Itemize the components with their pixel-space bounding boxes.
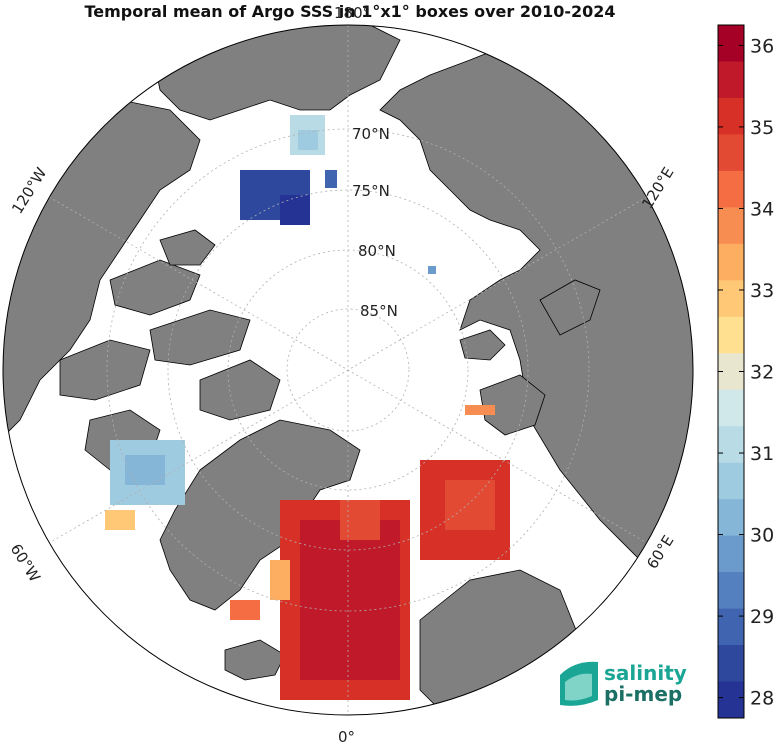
colorbar-segment xyxy=(718,608,744,646)
colorbar-segment xyxy=(718,243,744,281)
land-island-3 xyxy=(149,309,251,366)
colorbar-segment xyxy=(718,389,744,427)
lat-label-85: 85°N xyxy=(360,302,398,320)
colorbar-segment xyxy=(718,207,744,245)
colorbar-tick-label: 33 xyxy=(750,280,774,302)
sss-region-barents-2 xyxy=(445,480,495,530)
land-novaya-zemlya xyxy=(539,279,601,336)
sss-region-kara-edge xyxy=(465,405,495,415)
colorbar-segment xyxy=(718,280,744,318)
lat-label-80: 80°N xyxy=(358,242,396,260)
colorbar-segment xyxy=(718,499,744,537)
logo-line2: pi-mep xyxy=(604,682,682,706)
lat-label-70: 70°N xyxy=(352,125,390,143)
colorbar-tick-label: 31 xyxy=(750,443,774,465)
logo-mark-highlight-icon xyxy=(565,673,592,701)
land-island-4 xyxy=(199,359,281,421)
colorbar-segment xyxy=(718,61,744,99)
lon-label-right-upper: 120°E xyxy=(638,164,677,212)
colorbar-tick-label: 30 xyxy=(750,525,774,547)
map-frame xyxy=(2,24,694,716)
land-iceland xyxy=(224,639,286,681)
colorbar-tick-label: 32 xyxy=(750,362,774,384)
lon-label-left-lower: 60°W xyxy=(7,541,44,586)
colorbar-tick-label: 29 xyxy=(750,606,774,628)
sss-region-baffin-3 xyxy=(105,510,135,530)
graticule-70 xyxy=(106,128,590,612)
colorbar-segment xyxy=(718,535,744,573)
land-island-1 xyxy=(109,259,201,316)
colorbar xyxy=(718,25,744,719)
colorbar-segment xyxy=(718,25,744,62)
sss-region-beaufort-3 xyxy=(325,170,337,188)
land-island-2 xyxy=(59,339,151,401)
colorbar-segment xyxy=(718,645,744,683)
sss-region-isolated xyxy=(428,266,436,274)
lon-label-top: 180° xyxy=(334,4,370,22)
colorbar-ticks: 36 35 34 33 32 31 30 29 28 xyxy=(718,35,774,710)
lon-label-bottom: 0° xyxy=(338,728,355,746)
graticule-75 xyxy=(167,189,529,551)
salinity-pi-mep-logo: salinity pi-mep xyxy=(560,661,687,706)
logo-line1: salinity xyxy=(604,661,687,685)
colorbar-tick-label: 28 xyxy=(750,688,774,710)
land-svalbard xyxy=(479,374,546,436)
meridian-60w-120e xyxy=(48,196,648,544)
colorbar-segment xyxy=(718,681,744,719)
sss-region-nordic-3 xyxy=(340,500,380,540)
lat-label-75: 75°N xyxy=(352,182,390,200)
land-island-6 xyxy=(159,229,216,266)
colorbar-tick-label: 34 xyxy=(750,198,774,220)
colorbar-segment xyxy=(718,426,744,464)
sss-region-nordic-2 xyxy=(300,520,400,680)
colorbar-segment xyxy=(718,170,744,208)
colorbar-segment xyxy=(718,462,744,500)
land-franz-josef xyxy=(459,329,506,361)
colorbar-segment xyxy=(718,316,744,354)
graticule xyxy=(48,25,648,715)
chart-title: Temporal mean of Argo SSS in 1°x1° boxes… xyxy=(84,2,616,21)
colorbar-tick-label: 36 xyxy=(750,35,774,57)
colorbar-segment xyxy=(718,572,744,610)
sss-region-beaufort-2 xyxy=(280,195,310,225)
colorbar-tick-label: 35 xyxy=(750,117,774,139)
sss-region-chukchi-2 xyxy=(298,130,318,150)
sss-region-fram-2 xyxy=(230,600,260,620)
colorbar-segment xyxy=(718,134,744,172)
salinity-boxes xyxy=(105,115,510,700)
colorbar-segment xyxy=(718,97,744,135)
sss-region-baffin-2 xyxy=(125,455,165,485)
sss-region-fram xyxy=(270,560,290,600)
